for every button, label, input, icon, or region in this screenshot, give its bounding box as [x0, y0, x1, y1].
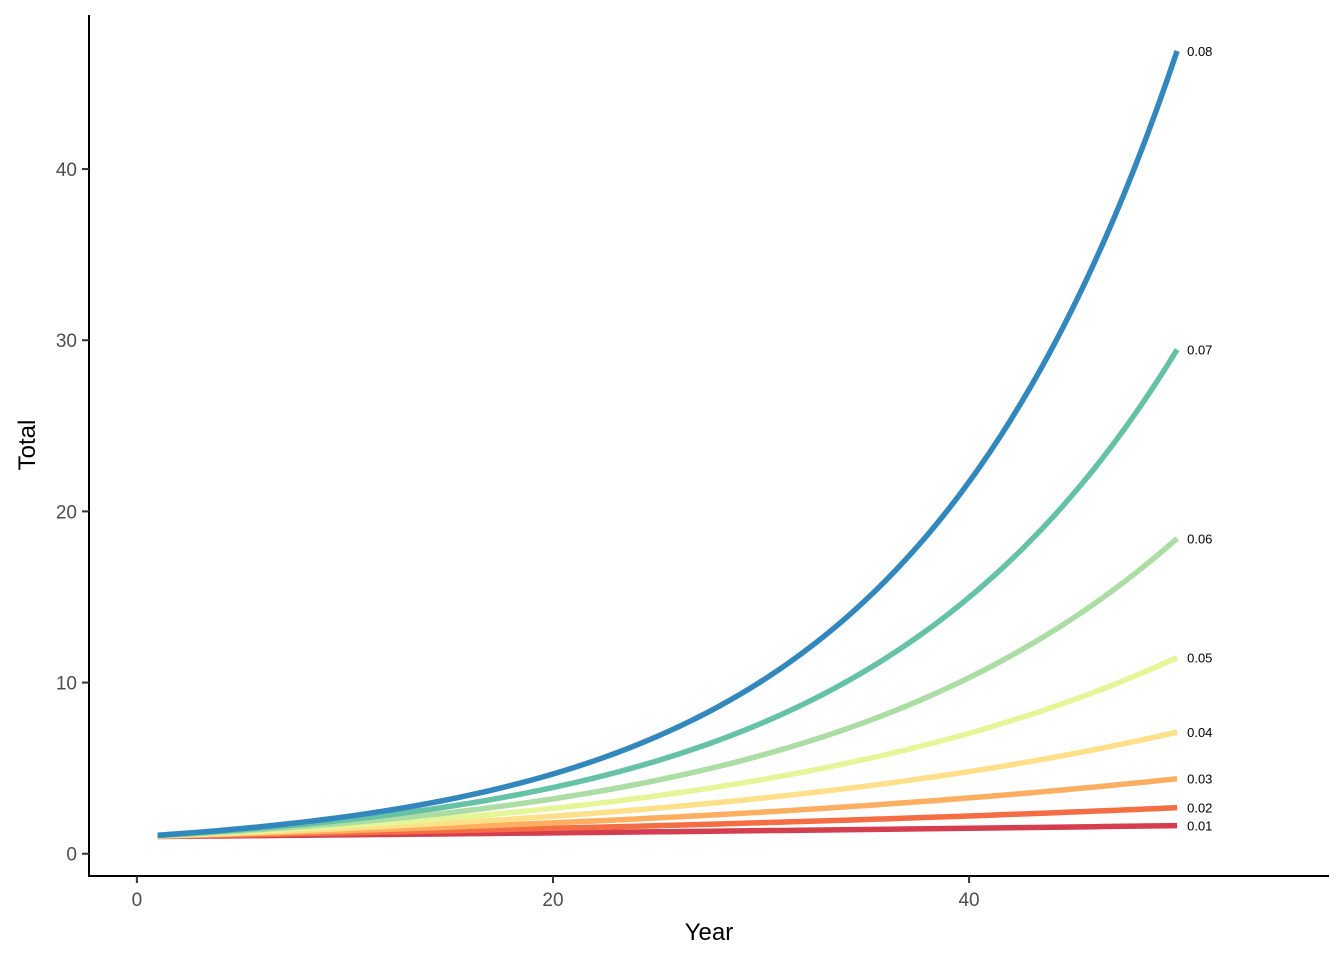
series-line-0-07 [157, 348, 1180, 839]
x-tick-label: 40 [958, 890, 979, 911]
end-labels: 0.01 0.02 0.03 0.04 0.05 0.06 0.07 0.08 [1187, 44, 1212, 834]
y-tick-label: 10 [56, 674, 77, 695]
series-end-label: 0.02 [1187, 801, 1212, 816]
series-end-label: 0.05 [1187, 650, 1212, 665]
series-layer [157, 50, 1180, 840]
x-tick-label: 0 [132, 890, 143, 911]
series-end-label: 0.03 [1187, 772, 1212, 787]
series-end-label: 0.07 [1187, 343, 1212, 358]
y-tick-label: 40 [56, 160, 77, 181]
y-tick-label: 0 [66, 845, 77, 866]
y-ticks: 0 10 20 30 40 [56, 160, 89, 866]
y-axis-title: Total [14, 420, 41, 471]
series-end-label: 0.06 [1187, 531, 1212, 546]
series-end-label: 0.04 [1187, 725, 1212, 740]
x-axis-title: Year [685, 919, 734, 946]
axes: 0 10 20 30 40 0 20 40 [56, 15, 1329, 911]
series-end-label: 0.08 [1187, 44, 1212, 59]
y-tick-label: 20 [56, 502, 77, 523]
x-ticks: 0 20 40 [132, 876, 980, 911]
series-end-label: 0.01 [1187, 819, 1212, 834]
x-tick-label: 20 [542, 890, 563, 911]
series-line-0-08 [157, 50, 1180, 839]
y-tick-label: 30 [56, 331, 77, 352]
